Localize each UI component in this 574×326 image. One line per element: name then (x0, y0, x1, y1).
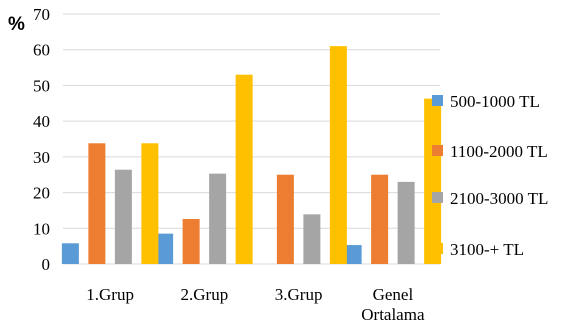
bar (424, 98, 442, 265)
y-tick-label: 10 (33, 219, 50, 238)
legend-label: 500-1000 TL (450, 92, 540, 111)
bar (235, 74, 253, 264)
y-tick-label: 30 (33, 148, 50, 167)
bar (209, 173, 227, 264)
legend-label: 2100-3000 TL (450, 189, 548, 208)
y-axis-label: % (8, 14, 25, 35)
bar (61, 243, 79, 264)
bar (276, 174, 294, 264)
y-tick-label: 50 (33, 76, 50, 95)
bar (182, 219, 200, 264)
y-tick-label: 40 (33, 112, 50, 131)
bar (156, 233, 174, 264)
bar (141, 143, 159, 264)
y-tick-label: 70 (33, 5, 50, 24)
bar (88, 143, 106, 264)
legend-swatch (432, 192, 443, 203)
category-label: Ortalama (361, 305, 425, 324)
legend-label: 3100-+ TL (450, 240, 524, 259)
bar (344, 245, 362, 264)
legend-swatch (432, 95, 443, 106)
y-tick-label: 0 (42, 255, 51, 274)
bar (114, 169, 132, 264)
legend-label: 1100-2000 TL (450, 142, 548, 161)
legend: 500-1000 TL 1100-2000 TL 2100-3000 TL 3100-… (432, 92, 548, 259)
category-label: 1.Grup (86, 285, 134, 304)
bar (371, 174, 389, 264)
bars (61, 46, 442, 265)
category-label: 3.Grup (275, 285, 323, 304)
y-tick-label: 60 (33, 41, 50, 60)
y-tick-label: 20 (33, 184, 50, 203)
category-label: Genel (373, 285, 414, 304)
legend-swatch (432, 243, 443, 254)
legend-swatch (432, 145, 443, 156)
category-label: 2.Grup (181, 285, 229, 304)
bar (303, 214, 321, 264)
bar (329, 46, 347, 265)
y-axis-tick-labels: 0 10 20 30 40 50 60 70 (33, 5, 50, 274)
bar (397, 181, 415, 264)
